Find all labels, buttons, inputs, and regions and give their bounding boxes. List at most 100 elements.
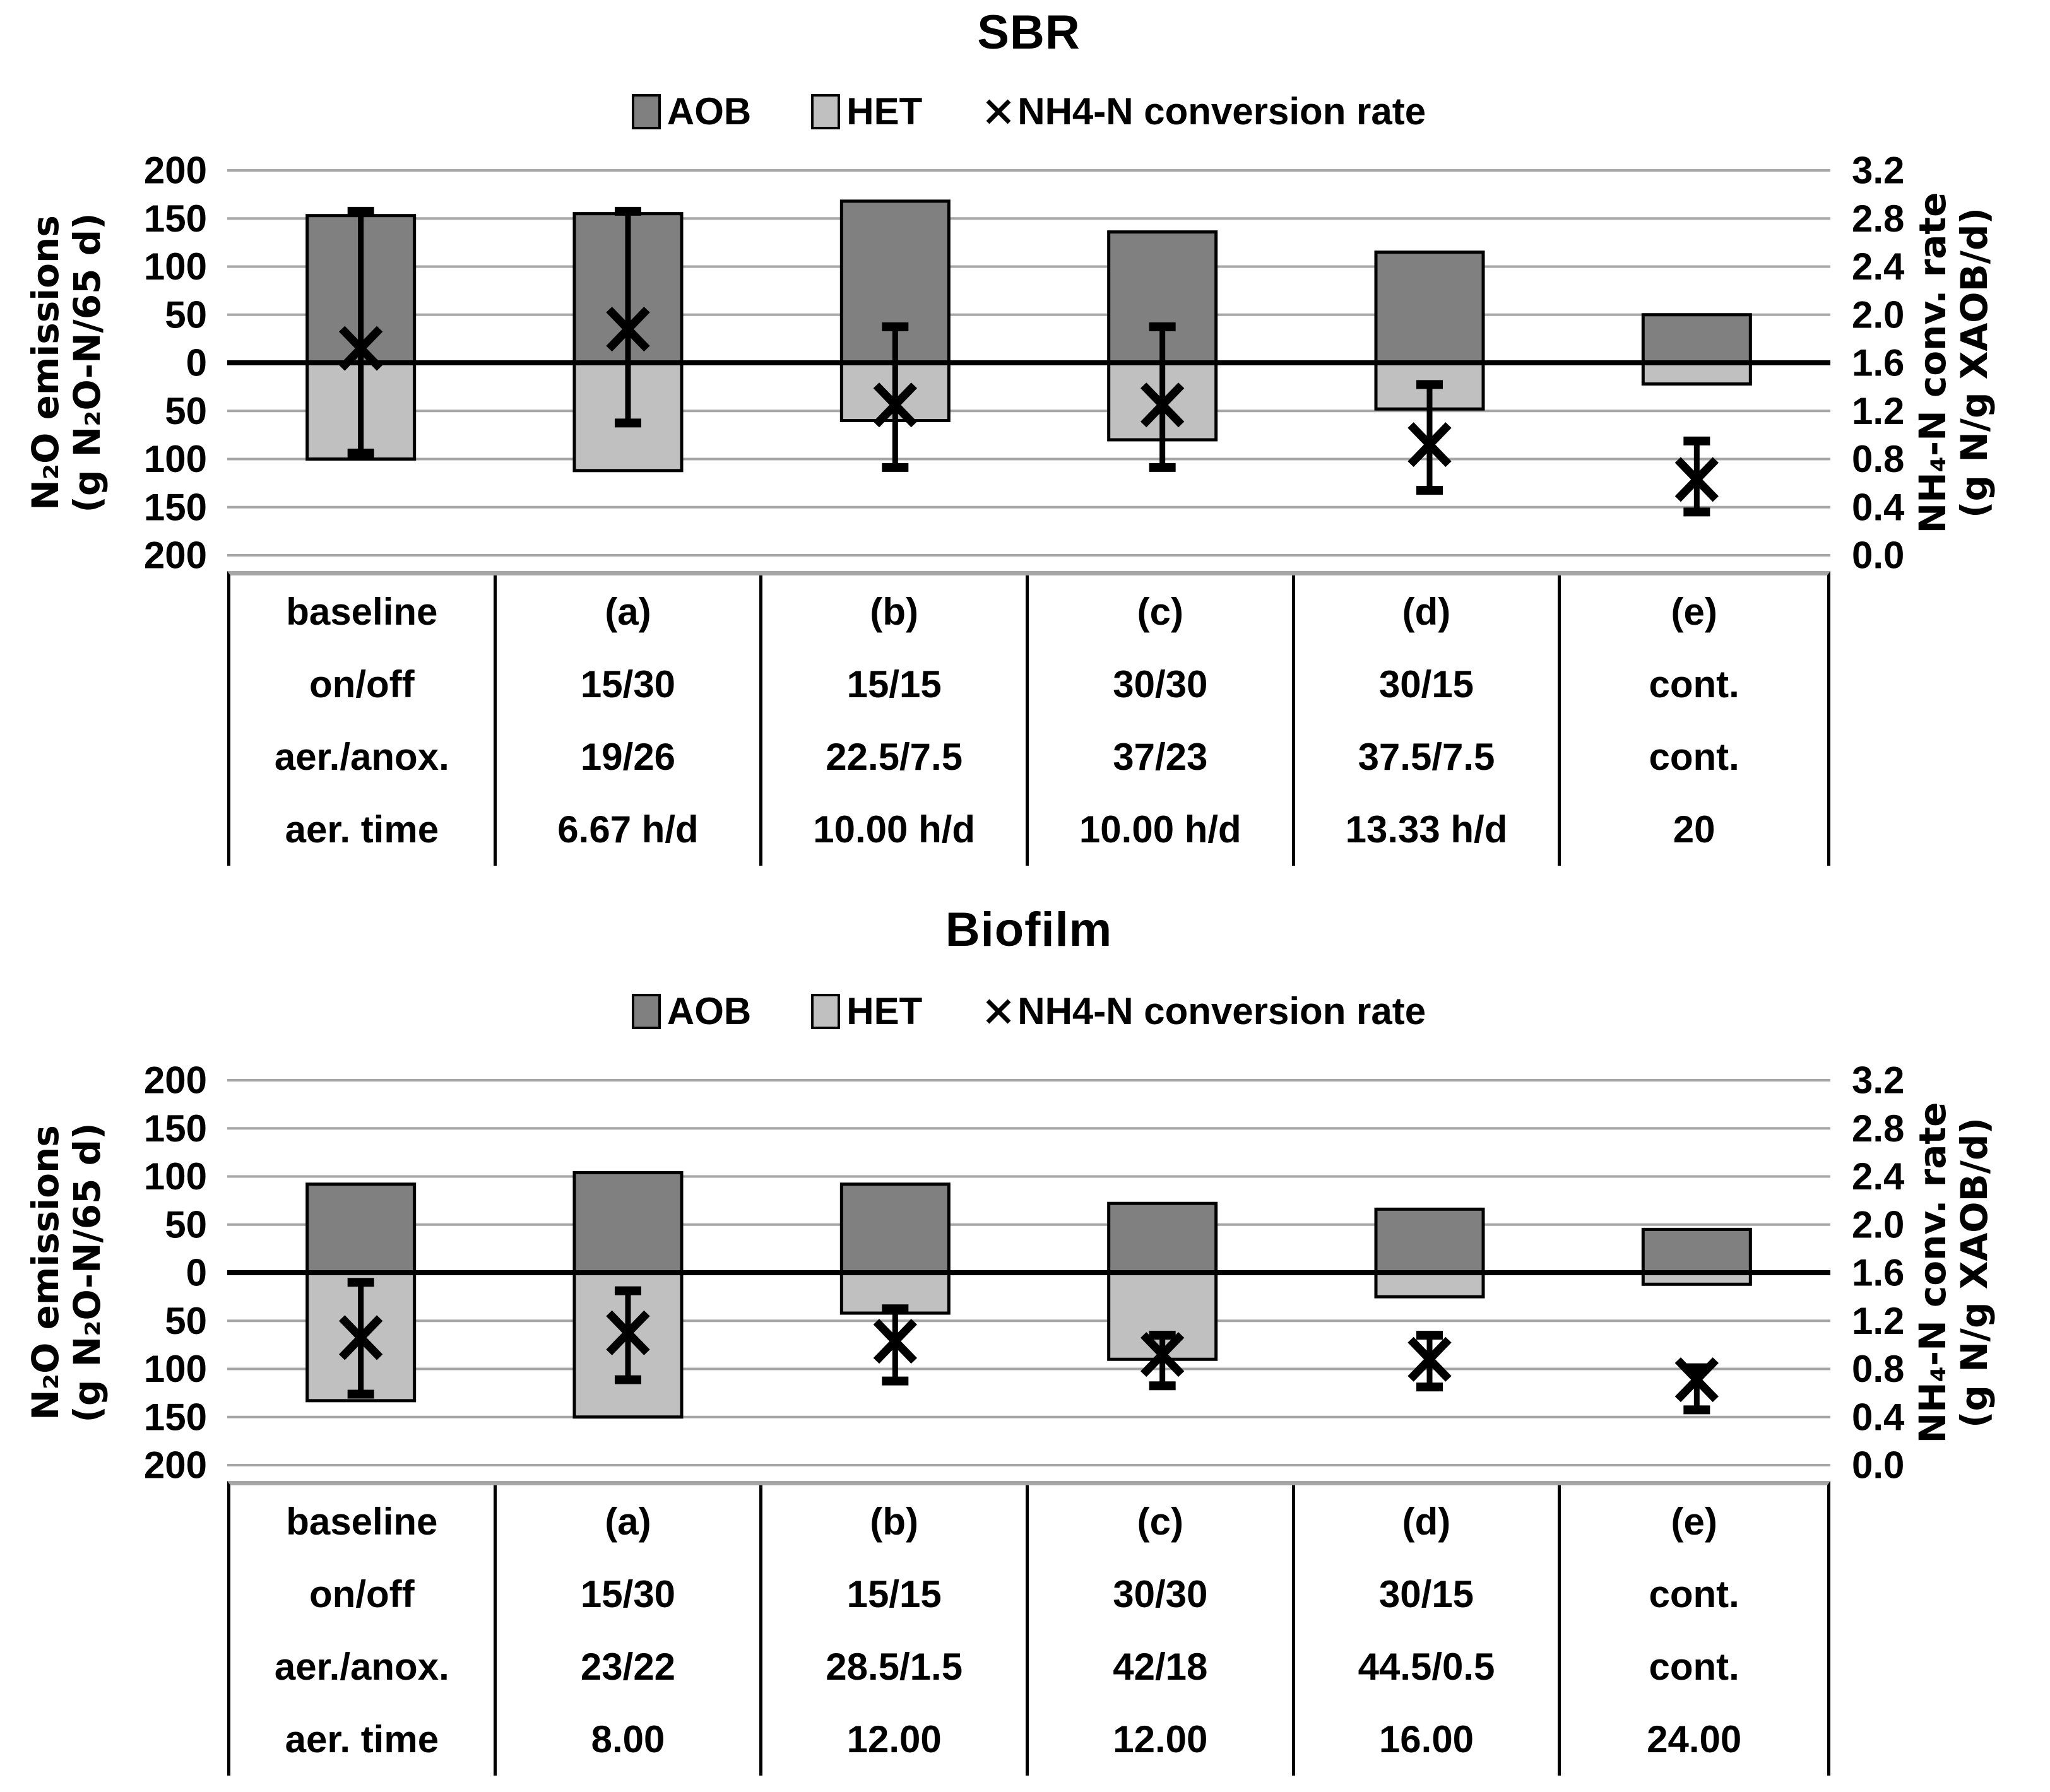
right-tick-label: 0.8: [1852, 1348, 1904, 1390]
table-cell: 15/30: [497, 1558, 763, 1630]
left-tick-label: 150: [144, 1107, 207, 1150]
table-cell: 8.00: [497, 1703, 763, 1776]
left-tick-label: 50: [165, 293, 207, 336]
table-cell: 15/15: [762, 648, 1029, 721]
het-bar: [1641, 361, 1752, 386]
table-cell: aer. time: [230, 793, 497, 866]
legend-label-nh4: NH4-N conversion rate: [1017, 90, 1426, 133]
sbr-chart: 200 150 100 50 0 50 100 150 200 3.2 2.8 2.4 2.0 1.6 1.…: [144, 150, 1905, 577]
table-cell: 37.5/7.5: [1295, 721, 1561, 793]
biofilm-panel: Biofilm AOB HET NH4-N conversion rate N₂…: [0, 896, 2050, 1792]
biofilm-legend: AOB HET NH4-N conversion rate: [227, 989, 1830, 1033]
right-tick-label: 0.4: [1852, 486, 1905, 528]
legend-item-nh4: NH4-N conversion rate: [982, 90, 1426, 133]
table-cell: (c): [1029, 575, 1295, 648]
table-cell: 15/30: [497, 648, 763, 721]
table-cell: (e): [1671, 1500, 1717, 1543]
aob-bar: [1641, 1227, 1752, 1275]
aob-bar: [1374, 1207, 1485, 1275]
table-cell: 23/22: [497, 1630, 763, 1703]
table-cell: 30/30: [1029, 1558, 1295, 1630]
table-cell: 30/15: [1295, 648, 1561, 721]
het-bar: [1374, 1271, 1485, 1299]
left-tick-label: 100: [144, 1348, 207, 1390]
aob-swatch-icon: [631, 993, 661, 1029]
table-cell: (a): [497, 1485, 763, 1558]
nh4-conversion-marker: [1674, 1357, 1719, 1415]
left-tick-label: 200: [144, 150, 207, 192]
table-cell: 24.00: [1647, 1718, 1742, 1760]
right-tick-label: 1.6: [1852, 342, 1904, 384]
left-tick-label: 150: [144, 197, 207, 240]
right-tick-label: 2.4: [1852, 1155, 1905, 1198]
right-tick-label: 1.2: [1852, 390, 1904, 432]
sbr-panel: SBR AOB HET NH4-N conversion rate N₂O em…: [24, 6, 1996, 866]
table-cell: on/off: [230, 1558, 497, 1630]
legend-label-aob: AOB: [667, 990, 752, 1032]
right-tick-label: 0.0: [1852, 534, 1904, 577]
nh4-conversion-marker: [1674, 436, 1719, 517]
table-cell: (e): [1671, 591, 1717, 633]
nh4-conversion-marker: [873, 322, 918, 472]
legend-label-het: HET: [846, 990, 923, 1032]
right-tick-label: 3.2: [1852, 1059, 1904, 1102]
right-tick-label: 3.2: [1852, 150, 1904, 192]
table-cell: 19/26: [497, 721, 763, 793]
biofilm-chart-title: Biofilm: [945, 903, 1113, 957]
legend-item-het: HET: [811, 989, 922, 1033]
table-cell: 13.33 h/d: [1295, 793, 1561, 866]
left-tick-label: 150: [144, 1396, 207, 1438]
table-cell: 22.5/7.5: [762, 721, 1029, 793]
nh4-conversion-marker: [606, 1286, 650, 1384]
legend-item-aob: AOB: [631, 90, 751, 133]
nh4-conversion-marker: [873, 1304, 918, 1386]
table-cell: 15/15: [762, 1558, 1029, 1630]
table-cell: (d): [1295, 1485, 1561, 1558]
right-tick-label: 2.0: [1852, 293, 1904, 336]
nh4-conversion-marker: [1407, 1331, 1452, 1392]
left-tick-label: 50: [165, 1203, 207, 1246]
table-cell: baseline: [230, 1485, 497, 1558]
table-cell: (d): [1295, 575, 1561, 648]
nh4-conversion-marker: [1407, 380, 1452, 495]
left-tick-label: 100: [144, 438, 207, 480]
right-tick-label: 0.0: [1852, 1444, 1904, 1487]
table-cell: aer./anox.: [230, 1630, 497, 1703]
x-marker-icon: [986, 99, 1011, 124]
table-cell: (a): [497, 575, 763, 648]
table-cell: aer./anox.: [230, 721, 497, 793]
right-tick-label: 2.8: [1852, 1107, 1904, 1150]
legend-item-het: HET: [811, 90, 922, 133]
table-cell: 10.00 h/d: [1029, 793, 1295, 866]
table-cell: 30/30: [1029, 648, 1295, 721]
legend-label-nh4: NH4-N conversion rate: [1017, 990, 1426, 1032]
table-cell: cont.: [1649, 1646, 1739, 1688]
table-cell: 10.00 h/d: [762, 793, 1029, 866]
table-cell: 12.00: [762, 1703, 1029, 1776]
aob-bar: [839, 1182, 951, 1275]
table-cell: baseline: [230, 575, 497, 648]
left-tick-label: 100: [144, 245, 207, 288]
left-tick-label: 0: [186, 342, 207, 384]
right-tick-label: 2.8: [1852, 197, 1904, 240]
table-cell: 44.5/0.5: [1295, 1630, 1561, 1703]
biofilm-parameter-table: baseline (a) (b) (c) (d) (e) on/off 15/30 15/15 3…: [227, 1481, 1830, 1776]
legend-item-nh4: NH4-N conversion rate: [982, 989, 1426, 1033]
left-tick-label: 200: [144, 1444, 207, 1487]
left-tick-label: 50: [165, 1300, 207, 1342]
aob-bar: [1641, 313, 1752, 365]
right-tick-label: 1.6: [1852, 1252, 1904, 1294]
table-cell: 6.67 h/d: [497, 793, 763, 866]
table-cell: 30/15: [1295, 1558, 1561, 1630]
left-tick-label: 100: [144, 1155, 207, 1198]
table-cell: 12.00: [1029, 1703, 1295, 1776]
right-tick-label: 0.4: [1852, 1396, 1905, 1438]
nh4-conversion-marker: [338, 206, 383, 457]
table-cell: aer. time: [230, 1703, 497, 1776]
right-tick-label: 1.2: [1852, 1300, 1904, 1342]
sbr-legend: AOB HET NH4-N conversion rate: [227, 90, 1830, 133]
table-cell: cont.: [1649, 1573, 1739, 1615]
right-tick-label: 0.8: [1852, 438, 1904, 480]
left-tick-label: 200: [144, 534, 207, 577]
table-cell: cont.: [1649, 663, 1739, 705]
